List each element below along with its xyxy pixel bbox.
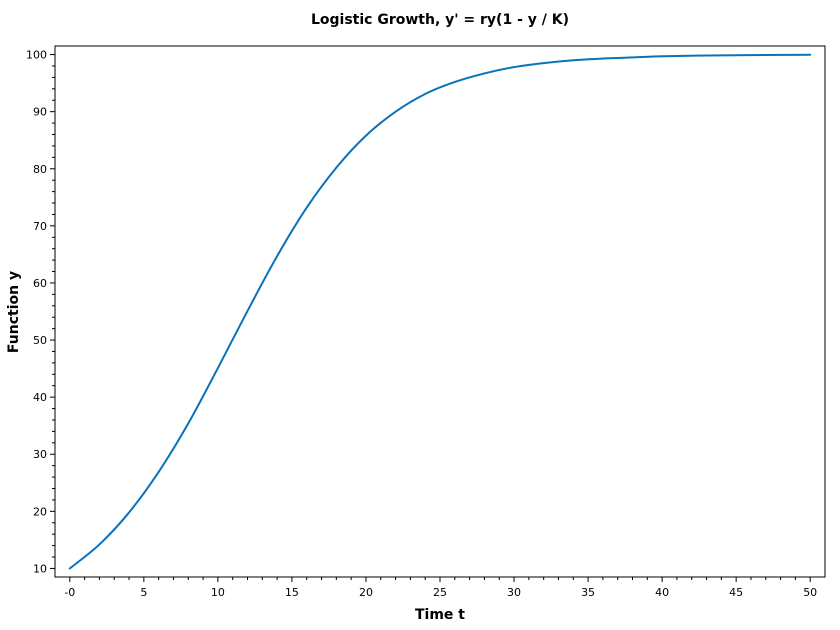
x-tick-label: 50 [803, 586, 817, 599]
y-tick-label: 20 [33, 505, 47, 518]
y-tick-label: 50 [33, 334, 47, 347]
chart-title: Logistic Growth, y' = ry(1 - y / K) [311, 12, 569, 28]
x-tick-label: 5 [140, 586, 147, 599]
x-tick-label: 35 [581, 586, 595, 599]
y-axis-label: Function y [6, 271, 22, 353]
x-tick-label: 15 [285, 586, 299, 599]
y-tick-label: 10 [33, 562, 47, 575]
x-tick-label: 45 [729, 586, 743, 599]
plot-frame [54, 45, 826, 578]
series-layer [68, 53, 812, 570]
x-tick-label: 25 [433, 586, 447, 599]
y-tick-label: 90 [33, 106, 47, 119]
y-tick-label: 30 [33, 448, 47, 461]
y-tick-label: 60 [33, 277, 47, 290]
y-tick-label: 40 [33, 391, 47, 404]
x-tick-label: 40 [655, 586, 669, 599]
x-tick-label: 20 [359, 586, 373, 599]
x-axis: -0 5 10 15 20 25 30 35 40 45 50 [64, 577, 817, 599]
y-tick-label: 100 [26, 49, 47, 62]
y-tick-label: 80 [33, 163, 47, 176]
y-tick-label: 70 [33, 220, 47, 233]
series-line-0 [68, 53, 812, 570]
x-axis-label: Time t [415, 607, 465, 623]
x-tick-label: -0 [64, 586, 75, 599]
y-axis: 10 20 30 40 50 60 70 80 90 100 [26, 49, 55, 575]
x-tick-label: 10 [211, 586, 225, 599]
x-tick-label: 30 [507, 586, 521, 599]
